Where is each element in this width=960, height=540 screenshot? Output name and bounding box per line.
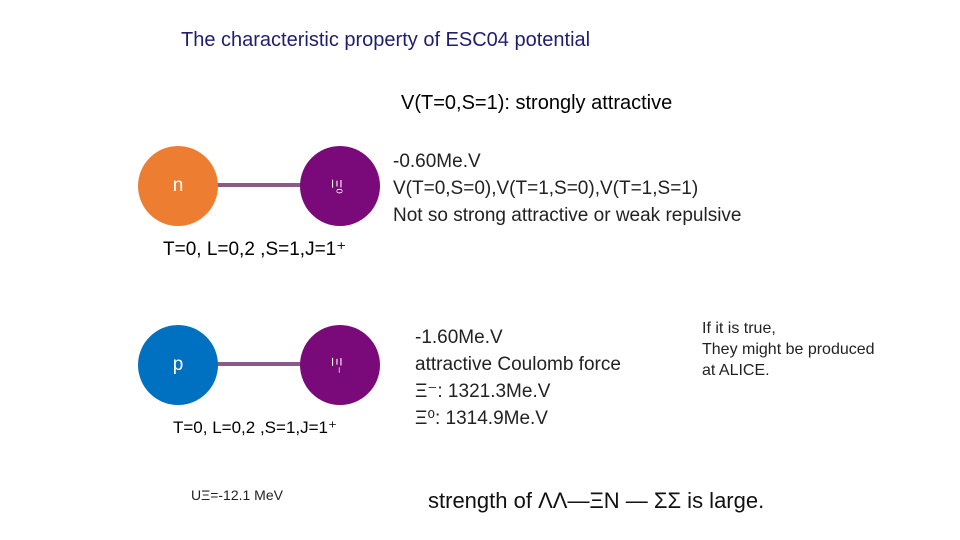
slide-title: The characteristic property of ESC04 pot…	[181, 29, 591, 51]
bottom-notes: -1.60Me.V attractive Coulomb force Ξ⁻: 1…	[415, 324, 621, 432]
u-xi-value: UΞ=-12.1 MeV	[191, 487, 283, 503]
top-bond-line	[212, 183, 320, 187]
side-note: If it is true, They might be produced at…	[702, 318, 875, 381]
top-note-line: Not so strong attractive or weak repulsi…	[393, 205, 742, 226]
bottom-note-line: -1.60Me.V	[415, 327, 503, 348]
xi-minus-circle: Ξ⁻	[300, 325, 380, 405]
proton-label: p	[172, 354, 184, 375]
neutron-circle: n	[138, 146, 218, 226]
top-quantum-numbers: T=0, L=0,2 ,S=1,J=1⁺	[163, 239, 347, 260]
bottom-bond-line	[212, 362, 320, 366]
top-notes: -0.60Me.V V(T=0,S=0),V(T=1,S=0),V(T=1,S=…	[393, 148, 742, 229]
top-note-line: V(T=0,S=0),V(T=1,S=0),V(T=1,S=1)	[393, 178, 699, 199]
bottom-quantum-numbers: T=0, L=0,2 ,S=1,J=1⁺	[173, 418, 337, 437]
bottom-note-line: attractive Coulomb force	[415, 354, 621, 375]
xi-minus-label-wrap: Ξ⁻	[328, 354, 345, 376]
bottom-note-line: Ξ⁻: 1321.3Me.V	[415, 381, 551, 402]
side-note-line: at ALICE.	[702, 362, 770, 379]
strength-statement: strength of ΛΛ—ΞN — ΣΣ is large.	[428, 488, 765, 513]
top-note-line: -0.60Me.V	[393, 151, 481, 172]
side-note-line: If it is true,	[702, 320, 776, 337]
xi-zero-label-wrap: Ξ⁰	[329, 175, 346, 197]
side-note-line: They might be produced	[702, 341, 875, 358]
neutron-label: n	[172, 175, 184, 196]
slide-subtitle: V(T=0,S=1): strongly attractive	[401, 92, 673, 114]
xi-zero-label: Ξ⁰	[329, 179, 346, 194]
xi-minus-label: Ξ⁻	[328, 357, 345, 374]
xi-zero-circle: Ξ⁰	[300, 146, 380, 226]
bottom-note-line: Ξ⁰: 1314.9Me.V	[415, 408, 548, 429]
proton-circle: p	[138, 325, 218, 405]
